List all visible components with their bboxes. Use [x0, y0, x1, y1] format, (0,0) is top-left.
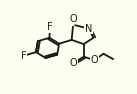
Text: F: F — [21, 51, 26, 61]
Text: O: O — [69, 14, 77, 24]
Text: N: N — [85, 24, 92, 34]
Text: F: F — [47, 22, 53, 32]
Text: O: O — [69, 58, 77, 68]
Text: O: O — [91, 55, 98, 65]
